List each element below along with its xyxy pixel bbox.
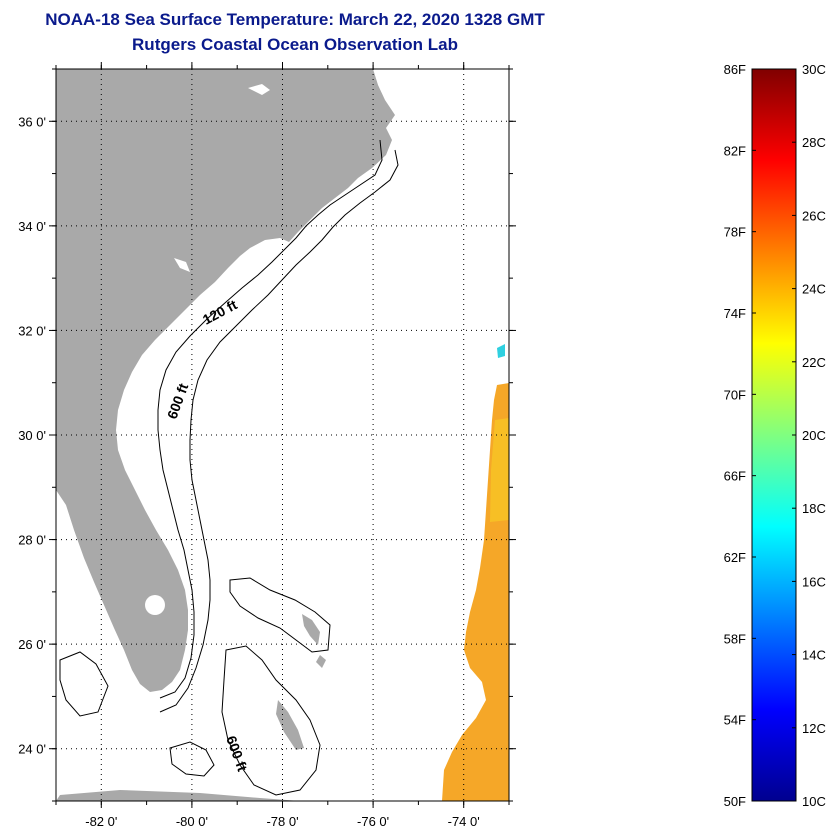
lon-tick-label: -82 0' [85, 814, 117, 829]
colorbar-label-f: 78F [724, 225, 746, 240]
bahama-bank-contour-south [221, 645, 321, 796]
lake-marion [174, 258, 190, 272]
contour-600ft [159, 149, 399, 713]
lat-tick-label: 36 0' [18, 114, 46, 129]
cay-sal-bank-contour [169, 741, 215, 777]
contour-120ft [157, 139, 383, 699]
colorbar-label-f: 82F [724, 143, 746, 158]
colorbar-label-c: 16C [802, 574, 826, 589]
colorbar-label-c: 22C [802, 355, 826, 370]
lat-tick-label: 32 0' [18, 323, 46, 338]
colorbar-celsius-labels: 30C 28C 26C 24C 22C 20C 18C 16C 14C 12C 10C [792, 62, 826, 809]
colorbar-label-c: 26C [802, 208, 826, 223]
colorbar-label-c: 14C [802, 648, 826, 663]
lat-tick-label: 24 0' [18, 742, 46, 757]
colorbar-label-f: 70F [724, 387, 746, 402]
colorbar-label-f: 66F [724, 469, 746, 484]
colorbar-label-f: 62F [724, 550, 746, 565]
colorbar-label-c: 20C [802, 428, 826, 443]
map-axis-ticks: -82 0' -80 0' -78 0' -76 0' -74 0' 36 0' 34 0'… [18, 62, 516, 829]
colorbar-label-c: 18C [802, 501, 826, 516]
colorbar-label-f: 50F [724, 794, 746, 809]
sst-cold-pixel [497, 344, 505, 358]
chart-title: NOAA-18 Sea Surface Temperature: March 2… [45, 10, 545, 29]
lat-tick-label: 28 0' [18, 533, 46, 548]
lon-tick-label: -80 0' [176, 814, 208, 829]
sound-inlet [248, 84, 270, 95]
colorbar-label-c: 30C [802, 62, 826, 77]
us-coast-landmass [56, 69, 395, 692]
colorbar-label-c: 10C [802, 794, 826, 809]
colorbar-label-c: 28C [802, 135, 826, 150]
colorbar-label-f: 74F [724, 306, 746, 321]
cuba-landmass [56, 790, 300, 801]
map-gridlines [56, 69, 509, 801]
colorbar-label-f: 58F [724, 631, 746, 646]
lon-tick-label: -78 0' [266, 814, 298, 829]
colorbar-label-f: 86F [724, 62, 746, 77]
colorbar-fahrenheit-labels: 86F 82F 78F 74F 70F 66F 62F 58F 54F 50F [724, 62, 756, 809]
sst-swath-highlight [490, 418, 509, 522]
lake-okeechobee [145, 595, 165, 615]
colorbar-label-f: 54F [724, 713, 746, 728]
map-frame [55, 68, 510, 802]
bahama-bank-contour-north [229, 577, 331, 653]
lat-tick-label: 34 0' [18, 219, 46, 234]
lat-tick-label: 30 0' [18, 428, 46, 443]
colorbar [751, 68, 797, 802]
lon-tick-label: -74 0' [448, 814, 480, 829]
colorbar-label-c: 12C [802, 721, 826, 736]
colorbar-label-c: 24C [802, 282, 826, 297]
grand-bahama-island [302, 614, 320, 645]
chart-subtitle: Rutgers Coastal Ocean Observation Lab [132, 35, 458, 54]
bahama-island [316, 655, 326, 668]
gulf-shelf-contour [59, 651, 109, 717]
lat-tick-label: 26 0' [18, 637, 46, 652]
andros-island [276, 700, 304, 750]
lon-tick-label: -76 0' [357, 814, 389, 829]
